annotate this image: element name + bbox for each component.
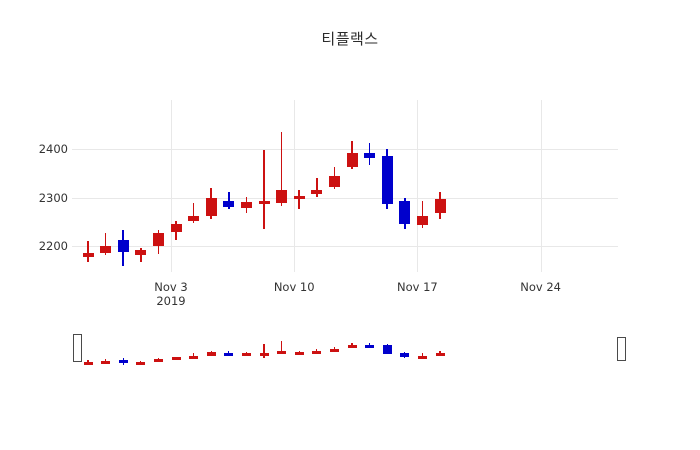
x-axis-tick-primary: Nov 17 xyxy=(397,280,438,294)
x-axis-tick-primary: Nov 3 xyxy=(154,280,188,294)
overview-candle-body xyxy=(312,351,322,355)
x-axis-tick-label: Nov 10 xyxy=(249,280,339,294)
overview-candle-body xyxy=(171,357,181,361)
overview-candle-body xyxy=(153,358,163,362)
candle-body xyxy=(258,201,270,205)
candle-body xyxy=(82,253,94,257)
overview-candle-body xyxy=(329,348,339,352)
candle-wick xyxy=(421,201,424,228)
overview-candle-body xyxy=(83,362,93,366)
gridline-vertical xyxy=(417,100,419,272)
candle-body xyxy=(364,152,376,158)
overview-candle-body xyxy=(435,352,445,356)
candle-body xyxy=(170,223,182,233)
gridline-vertical xyxy=(540,100,542,272)
overview-candle-body xyxy=(365,344,375,348)
candle-body xyxy=(276,189,288,204)
candle-body xyxy=(240,202,252,209)
overview-candle-body xyxy=(294,352,304,356)
overview-candle-body xyxy=(189,355,199,359)
x-axis-tick-label: Nov 24 xyxy=(496,280,586,294)
candle-body xyxy=(188,215,200,222)
gridline-horizontal xyxy=(72,197,618,199)
overview-candle-body xyxy=(382,345,392,354)
overview-candle-body xyxy=(347,344,357,348)
candle-body xyxy=(100,246,112,253)
x-axis-tick-label: Nov 3 2019 xyxy=(126,280,216,308)
candle-wick xyxy=(87,241,89,262)
overview-candle-body xyxy=(206,352,216,356)
overview-candle-body xyxy=(417,355,427,359)
overview-candle-wick xyxy=(87,360,89,364)
gridline-vertical xyxy=(171,100,172,272)
overview-candle-wick xyxy=(228,351,230,355)
overview-candle-body xyxy=(241,353,251,357)
candle-body xyxy=(434,199,446,214)
overview-candle-wick xyxy=(281,340,283,354)
candle-body xyxy=(205,197,217,216)
overview-candle-wick xyxy=(105,358,107,363)
overview-candle-body xyxy=(259,353,269,357)
overview-candle-wick xyxy=(263,344,265,358)
overview-candle-body xyxy=(101,360,111,364)
candle-body xyxy=(416,215,428,225)
candle-wick xyxy=(192,203,195,223)
candle-body xyxy=(152,233,164,246)
candle-body xyxy=(135,249,147,256)
candle-body xyxy=(346,152,358,168)
candle-wick xyxy=(263,149,265,229)
x-axis-tick-label: Nov 17 xyxy=(372,280,462,294)
chart-title: 티플랙스 xyxy=(321,30,379,48)
candle-wick xyxy=(280,131,283,207)
candle-body xyxy=(223,201,235,207)
y-axis-tick-label: 2300 xyxy=(38,190,68,205)
candle-body xyxy=(117,240,129,252)
overview-candle-wick xyxy=(421,353,423,358)
overview-candle-body xyxy=(400,353,410,358)
candle-wick xyxy=(104,233,107,255)
gridline-horizontal xyxy=(72,149,618,150)
overview-candle-body xyxy=(277,351,287,355)
candle-body xyxy=(311,189,323,194)
candle-body xyxy=(381,155,393,205)
x-axis-tick-secondary: 2019 xyxy=(156,294,186,308)
gridline-horizontal xyxy=(72,246,618,247)
candle-body xyxy=(399,201,411,224)
gridline-vertical xyxy=(294,100,296,272)
candle-wick xyxy=(298,189,301,210)
range-handle-right[interactable] xyxy=(617,337,626,361)
overview-candle-body xyxy=(224,353,234,357)
overview-candle-wick xyxy=(316,349,318,353)
range-handle-left[interactable] xyxy=(73,334,82,362)
overview-candle-wick xyxy=(193,353,195,357)
candle-body xyxy=(293,195,305,200)
candle-wick xyxy=(139,247,142,263)
candle-wick xyxy=(227,191,230,210)
overview-candle-body xyxy=(118,359,128,363)
candle-wick xyxy=(315,178,318,197)
x-axis-tick-primary: Nov 24 xyxy=(520,280,561,294)
y-axis-tick-label: 2200 xyxy=(38,239,68,253)
candle-body xyxy=(328,176,340,187)
x-axis-tick-primary: Nov 10 xyxy=(273,280,315,294)
y-axis-tick-label: 2400 xyxy=(38,142,68,156)
overview-candle-body xyxy=(136,361,146,365)
